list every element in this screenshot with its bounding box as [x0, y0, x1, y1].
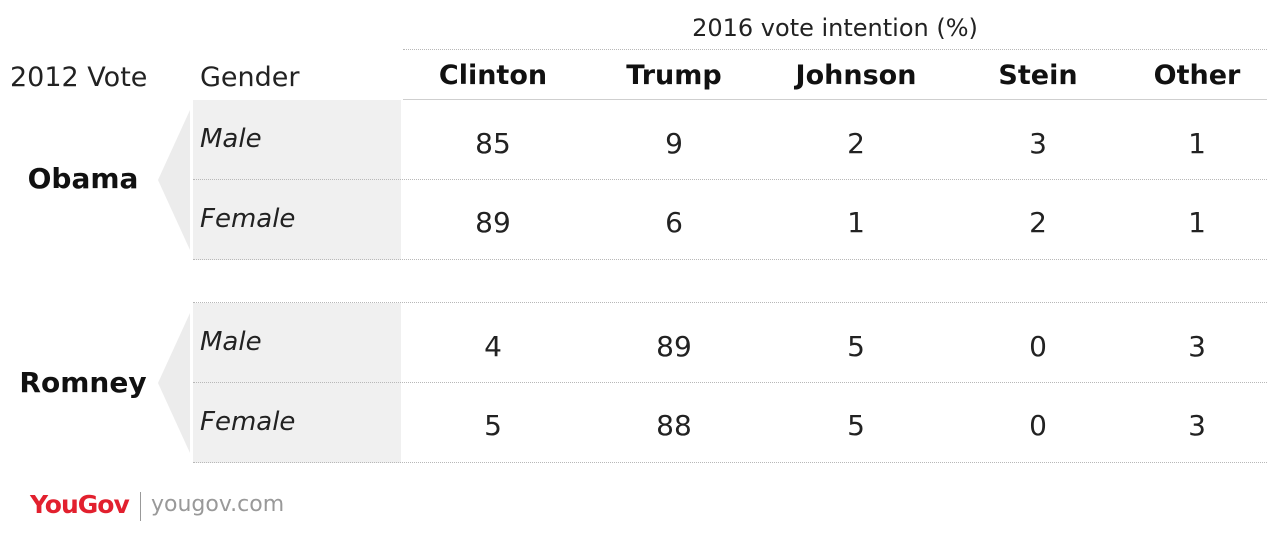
logo-gov-text: Gov — [77, 490, 130, 519]
header-rule — [403, 99, 1267, 100]
yougov-logo: YouGov — [30, 490, 130, 519]
col-header-2012-vote: 2012 Vote — [10, 62, 148, 93]
table-cell: 3 — [1188, 409, 1206, 442]
obama-gender-band — [193, 100, 401, 260]
romney-gender-band — [193, 303, 401, 463]
col-header-other: Other — [1153, 60, 1241, 91]
col-header-gender: Gender — [200, 62, 300, 93]
table-cell: 5 — [847, 330, 865, 363]
table-cell: 2 — [1029, 206, 1047, 239]
col-header-stein: Stein — [998, 60, 1078, 91]
table-cell: 5 — [847, 409, 865, 442]
table-cell: 1 — [1188, 127, 1206, 160]
logo-you-text: You — [30, 490, 79, 519]
table-cell: 0 — [1029, 330, 1047, 363]
table-cell: 2 — [847, 127, 865, 160]
group-label-romney: Romney — [19, 366, 147, 399]
row-rule — [193, 382, 1267, 383]
gender-label: Female — [200, 204, 296, 234]
obama-bracket-arrow — [158, 110, 190, 250]
group-label-obama: Obama — [27, 162, 139, 195]
table-cell: 9 — [665, 127, 683, 160]
gender-label: Male — [200, 327, 262, 357]
logo-divider — [140, 492, 141, 521]
table-cell: 1 — [847, 206, 865, 239]
gender-label: Male — [200, 124, 262, 154]
row-rule — [193, 179, 1267, 180]
table-cell: 0 — [1029, 409, 1047, 442]
table-cell: 6 — [665, 206, 683, 239]
col-header-trump: Trump — [626, 60, 722, 91]
table-cell: 89 — [475, 206, 511, 239]
col-header-johnson: Johnson — [795, 60, 917, 91]
row-rule — [193, 462, 1267, 463]
gender-label: Female — [200, 407, 296, 437]
table-cell: 3 — [1188, 330, 1206, 363]
super-title-rule — [403, 49, 1267, 50]
col-header-clinton: Clinton — [438, 60, 548, 91]
table-cell: 85 — [475, 127, 511, 160]
table-cell: 1 — [1188, 206, 1206, 239]
table-cell: 5 — [484, 409, 502, 442]
table-cell: 4 — [484, 330, 502, 363]
row-rule — [193, 302, 1267, 303]
table-cell: 89 — [656, 330, 692, 363]
table-super-title: 2016 vote intention (%) — [692, 14, 978, 42]
table-cell: 3 — [1029, 127, 1047, 160]
footer-url: yougov.com — [151, 492, 285, 517]
romney-bracket-arrow — [158, 313, 190, 453]
table-cell: 88 — [656, 409, 692, 442]
row-rule — [193, 259, 1267, 260]
